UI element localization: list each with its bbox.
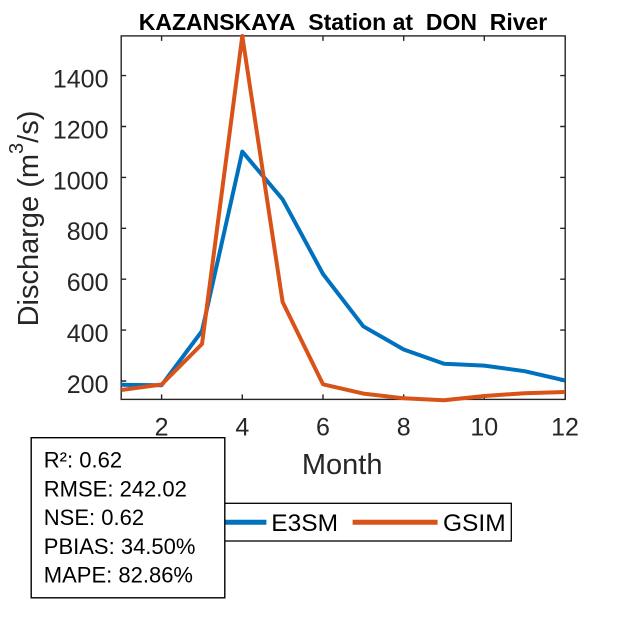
svg-text:800: 800 [67,218,109,246]
svg-text:E3SM: E3SM [271,510,338,537]
svg-text:KAZANSKAYA Station at DON R: KAZANSKAYA Station at DON River [139,9,548,35]
svg-text:1200: 1200 [53,116,109,144]
svg-text:10: 10 [470,413,498,441]
svg-text:NSE: 0.62: NSE: 0.62 [44,505,144,530]
svg-text:6: 6 [316,413,330,441]
svg-text:2: 2 [155,413,169,441]
svg-text:1000: 1000 [53,167,109,195]
svg-text:600: 600 [67,269,109,297]
svg-text:8: 8 [397,413,411,441]
svg-text:400: 400 [67,320,109,348]
svg-text:Month: Month [302,449,383,481]
svg-text:RMSE: 242.02: RMSE: 242.02 [44,476,187,501]
svg-text:PBIAS: 34.50%: PBIAS: 34.50% [44,534,196,559]
svg-text:200: 200 [67,371,109,399]
svg-text:12: 12 [551,413,579,441]
svg-text:R²: 0.62: R²: 0.62 [44,448,122,473]
svg-text:4: 4 [235,413,249,441]
svg-text:1400: 1400 [53,66,109,94]
svg-text:GSIM: GSIM [443,510,506,537]
svg-text:MAPE: 82.86%: MAPE: 82.86% [44,563,193,588]
